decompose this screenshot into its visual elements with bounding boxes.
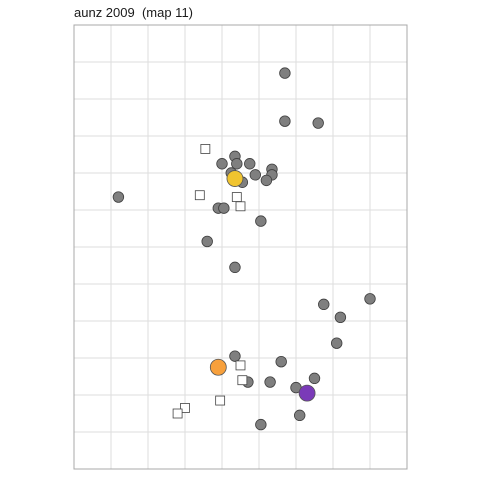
data-point xyxy=(260,174,273,187)
data-point-square xyxy=(200,144,211,154)
data-point-square xyxy=(180,403,190,413)
data-point xyxy=(112,191,125,203)
data-point-square xyxy=(235,201,246,212)
data-point xyxy=(279,67,291,79)
chart-title: aunz 2009 (map 11) xyxy=(74,5,193,20)
data-point xyxy=(218,202,230,214)
data-point xyxy=(294,409,306,422)
data-point-square xyxy=(215,395,226,406)
data-point xyxy=(318,298,330,311)
data-point xyxy=(279,115,291,127)
data-point-square xyxy=(194,190,205,201)
data-point xyxy=(231,158,243,170)
data-point xyxy=(331,337,343,349)
data-point-highlight xyxy=(298,384,316,402)
plot-border xyxy=(73,24,408,470)
data-point xyxy=(264,376,276,388)
data-point xyxy=(229,350,241,362)
data-point xyxy=(255,418,267,431)
data-point xyxy=(201,235,213,248)
data-point-highlight xyxy=(226,170,244,187)
data-point xyxy=(244,158,256,170)
data-point xyxy=(229,261,241,274)
data-point xyxy=(364,293,376,305)
data-point-square xyxy=(237,375,248,386)
data-point xyxy=(308,372,321,385)
data-point-square xyxy=(172,408,183,419)
data-point-square xyxy=(235,360,246,371)
data-point xyxy=(334,311,347,324)
data-point xyxy=(275,356,287,368)
data-point-highlight xyxy=(209,358,227,376)
data-point xyxy=(255,215,267,227)
data-point-square xyxy=(231,192,242,202)
data-point xyxy=(216,158,228,170)
data-point xyxy=(249,169,262,181)
data-point xyxy=(312,117,324,129)
